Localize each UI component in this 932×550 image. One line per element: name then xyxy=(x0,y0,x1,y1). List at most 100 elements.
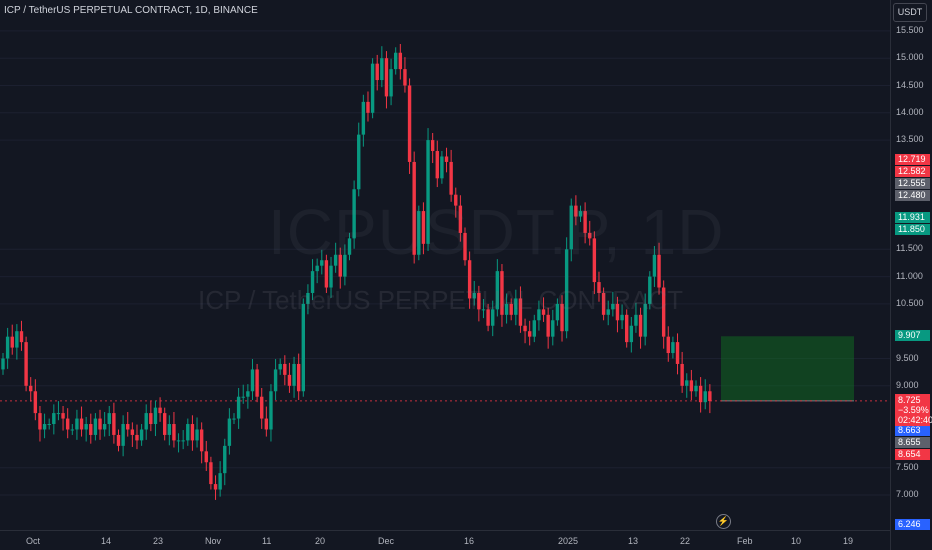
price-badge: 12.719 xyxy=(895,154,930,165)
candle-body xyxy=(380,58,384,81)
price-badge: 9.907 xyxy=(895,330,930,341)
price-badge: 8.655 xyxy=(895,437,930,448)
candle-body xyxy=(357,134,361,190)
candle-body xyxy=(560,303,564,332)
candle-body xyxy=(588,232,592,239)
candle-body xyxy=(84,424,88,430)
candle-body xyxy=(403,69,407,86)
candle-body xyxy=(176,440,181,442)
candle-body xyxy=(472,292,476,299)
candle-body xyxy=(236,396,241,419)
candle-body xyxy=(592,238,597,283)
candle-body xyxy=(255,369,259,397)
last-price-badge: 8.725 −3.59% 02:42:40 xyxy=(895,394,932,426)
candle-body xyxy=(574,205,578,217)
candle-body xyxy=(181,440,185,442)
price-axis-label: 15.000 xyxy=(896,52,924,63)
candle-body xyxy=(370,63,375,113)
candle-body xyxy=(537,309,541,321)
candle-body xyxy=(33,391,38,414)
time-axis-label: 10 xyxy=(791,536,802,546)
candle-body xyxy=(440,156,444,179)
candle-body xyxy=(514,298,518,315)
candle-body xyxy=(19,331,24,343)
price-badge: 12.555 xyxy=(895,178,930,189)
candle-body xyxy=(578,211,583,217)
candle-body xyxy=(352,189,356,239)
candle-body xyxy=(417,211,421,255)
candle-body xyxy=(310,271,315,293)
candle-body xyxy=(398,52,403,70)
currency-button[interactable]: USDT xyxy=(893,3,927,22)
candle-body xyxy=(463,232,467,261)
candle-body xyxy=(426,140,430,244)
candle-body xyxy=(495,271,500,310)
candle-body xyxy=(102,424,107,430)
candle-body xyxy=(306,292,310,304)
candle-body xyxy=(583,211,587,233)
time-axis-label: 23 xyxy=(153,536,164,546)
price-axis-label: 11.500 xyxy=(896,243,923,254)
price-badge: 8.654 xyxy=(895,449,930,460)
time-axis-label: 11 xyxy=(262,536,272,546)
candle-body xyxy=(15,331,19,348)
candle-body xyxy=(454,194,458,206)
candle-body xyxy=(42,424,47,430)
candle-body xyxy=(444,156,449,162)
candle-body xyxy=(546,314,550,337)
candle-body xyxy=(112,413,116,435)
time-axis-label: 20 xyxy=(315,536,326,546)
candle-body xyxy=(361,101,366,135)
candle-body xyxy=(467,260,472,299)
candle-body xyxy=(190,424,195,441)
candle-body xyxy=(79,418,84,430)
candle-body xyxy=(421,211,426,244)
candle-body xyxy=(278,363,282,370)
lightning-icon[interactable]: ⚡ xyxy=(716,514,731,529)
last-price-value: 8.725 xyxy=(898,395,921,405)
candle-body xyxy=(394,52,398,70)
description-watermark: ICP / TetherUS PERPETUAL CONTRACT xyxy=(198,285,683,315)
candle-body xyxy=(435,151,439,179)
candle-body xyxy=(343,254,347,277)
candle-body xyxy=(52,413,56,425)
candle-body xyxy=(29,385,33,392)
candle-body xyxy=(430,140,435,152)
price-badge: 12.480 xyxy=(895,190,930,201)
candle-body xyxy=(89,424,93,435)
symbol-watermark: ICPUSDT.P, 1D xyxy=(268,196,725,268)
candle-body xyxy=(698,385,703,403)
candle-body xyxy=(24,342,28,386)
candle-body xyxy=(204,451,208,463)
candle-body xyxy=(491,309,495,326)
candle-body xyxy=(199,429,204,452)
candle-body xyxy=(615,303,620,321)
candle-body xyxy=(167,424,172,435)
candle-body xyxy=(523,325,527,332)
candle-body xyxy=(70,429,74,431)
price-axis-label: 9.000 xyxy=(896,379,919,390)
candle-body xyxy=(407,85,412,162)
candle-body xyxy=(661,287,666,337)
candle-body xyxy=(477,292,481,310)
candle-body xyxy=(5,336,10,359)
candle-body xyxy=(675,342,680,364)
candle-body xyxy=(657,254,661,288)
candle-body xyxy=(555,303,560,321)
candle-body xyxy=(163,413,167,435)
candle-body xyxy=(283,363,287,375)
time-axis-label: Dec xyxy=(378,536,395,546)
time-axis-label: 22 xyxy=(680,536,691,546)
time-axis-label: 19 xyxy=(843,536,854,546)
candle-body xyxy=(481,309,486,311)
last-price-countdown: 02:42:40 xyxy=(898,415,932,425)
candle-body xyxy=(703,391,707,403)
candle-body xyxy=(223,445,227,474)
candle-body xyxy=(541,309,546,315)
candle-body xyxy=(648,276,652,304)
price-axis-label: 15.500 xyxy=(896,24,924,35)
candle-body xyxy=(708,391,712,402)
time-axis-label: Nov xyxy=(205,536,222,546)
chart-title: ICP / TetherUS PERPETUAL CONTRACT, 1D, B… xyxy=(4,5,258,16)
